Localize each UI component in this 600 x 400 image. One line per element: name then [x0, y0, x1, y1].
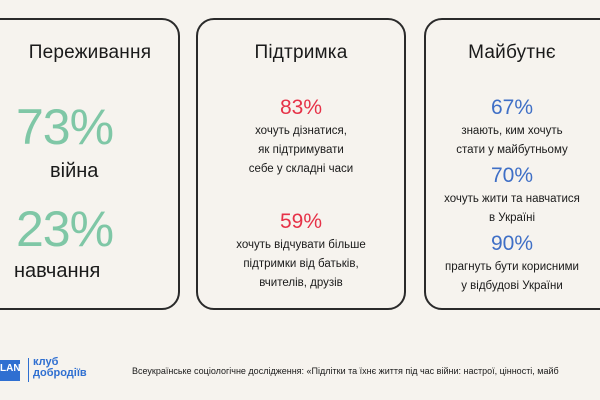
card-title-worries: Переживання [28, 42, 152, 63]
text-line: як підтримувати [258, 144, 344, 156]
logo-divider [28, 358, 29, 382]
text-line: хочуть дізнатися, [255, 125, 347, 137]
stat-war-value: 73% [16, 99, 114, 155]
text-line: хочуть жити та навчатися [444, 193, 580, 205]
card-future: Майбутнє 67% знають, ким хочуть стати у … [424, 18, 600, 310]
card-worries: Переживання 73% війна 23% навчання [0, 18, 180, 310]
text-line: хочуть відчувати більше [236, 239, 366, 251]
stat-career-value: 67% [490, 96, 534, 119]
text-line: стати у майбутньому [456, 144, 568, 156]
card-title-future: Майбутнє [468, 42, 556, 63]
stat-study-label: навчання [14, 260, 101, 282]
text-line: в Україні [488, 212, 536, 224]
card-support: Підтримка 83% хочуть дізнатися, як підтр… [196, 18, 406, 310]
text-line: вчителів, друзів [259, 277, 343, 289]
stat-live-ukraine-text: хочуть жити та навчатися в Україні [426, 190, 598, 228]
stat-more-support-text: хочуть відчувати більше підтримки від ба… [198, 236, 404, 293]
stat-rebuild-value: 90% [490, 232, 534, 255]
stat-more-support-value: 59% [279, 210, 323, 233]
club-line-1: клуб [33, 356, 59, 368]
card-title-support: Підтримка [254, 42, 348, 63]
source-note: Всеукраїнське соціологічне дослідження: … [132, 366, 559, 376]
club-logo-text: клуб добродіїв [33, 357, 87, 379]
stat-learn-support-value: 83% [279, 96, 323, 119]
club-line-2: добродіїв [33, 367, 87, 379]
stat-rebuild-text: прагнуть бути корисними у відбудові Укра… [426, 258, 598, 296]
text-line: у відбудові України [461, 280, 563, 292]
stat-live-ukraine-value: 70% [490, 164, 534, 187]
brand-logo: LAN [0, 360, 20, 381]
text-line: прагнуть бути корисними [445, 261, 579, 273]
stat-career-text: знають, ким хочуть стати у майбутньому [426, 122, 598, 160]
stat-war-label: війна [50, 160, 99, 182]
text-line: підтримки від батьків, [243, 258, 359, 270]
text-line: себе у складні часи [248, 163, 354, 175]
stat-study-value: 23% [16, 201, 114, 257]
stat-learn-support-text: хочуть дізнатися, як підтримувати себе у… [198, 122, 404, 179]
text-line: знають, ким хочуть [461, 125, 563, 137]
